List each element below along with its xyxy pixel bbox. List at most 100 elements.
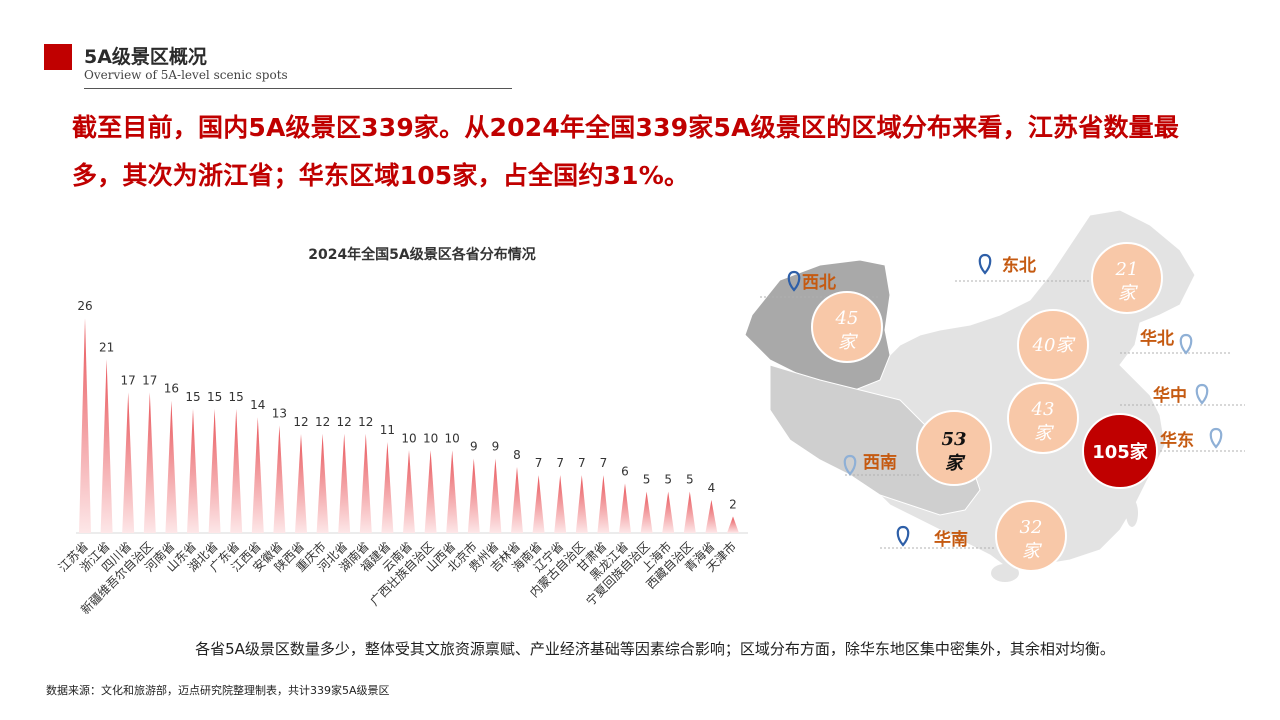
bar-value-label: 7 xyxy=(535,456,543,470)
region-name-label: 华北 xyxy=(1140,328,1174,349)
page-subtitle: Overview of 5A-level scenic spots xyxy=(84,68,288,82)
bar-value-label: 7 xyxy=(578,456,586,470)
bar-吉林省 xyxy=(511,466,523,533)
bar-陕西省 xyxy=(295,433,307,533)
bar-value-label: 12 xyxy=(337,415,352,429)
bar-福建省 xyxy=(381,442,394,533)
region-count: 32 xyxy=(1020,517,1043,538)
bar-新疆维吾尔自治区 xyxy=(143,392,156,533)
bar-重庆市 xyxy=(316,433,329,533)
region-name-label: 东北 xyxy=(1002,255,1036,276)
island-hainan xyxy=(991,564,1019,582)
headline-text: 截至目前，国内5A级景区339家。从2024年全国339家5A级景区的区域分布来… xyxy=(72,113,1180,190)
bar-value-label: 12 xyxy=(358,415,373,429)
location-pin-icon xyxy=(1209,427,1223,449)
bar-value-label: 15 xyxy=(229,390,244,404)
bar-贵州省 xyxy=(489,458,502,533)
bar-湖南省 xyxy=(359,433,372,533)
bar-value-label: 7 xyxy=(600,456,608,470)
region-bubble xyxy=(1091,242,1163,314)
region-bubble xyxy=(916,410,992,486)
region-unit: 家 xyxy=(838,332,858,353)
location-pin-icon xyxy=(843,454,857,476)
source-note: 数据来源：文化和旅游部，迈点研究院整理制表，共计339家5A级景区 xyxy=(46,684,390,697)
bar-value-label: 21 xyxy=(99,340,114,354)
bar-内蒙古自治区 xyxy=(575,475,588,533)
title-divider xyxy=(84,88,512,89)
province-bar-chart: 26江苏省21浙江省17四川省17新疆维吾尔自治区16河南省15山东省15湖北省… xyxy=(56,299,748,617)
bar-安徽省 xyxy=(273,425,286,533)
bar-上海市 xyxy=(662,491,675,533)
page-title: 5A级景区概况 xyxy=(84,46,207,68)
bar-value-label: 10 xyxy=(401,431,416,445)
region-name-label: 华东 xyxy=(1160,430,1194,451)
region-name-label: 华南 xyxy=(934,529,968,550)
bar-value-label: 17 xyxy=(121,373,136,387)
footnote-text: 各省5A级景区数量多少，整体受其文旅资源禀赋、产业经济基础等因素综合影响；区域分… xyxy=(195,640,1115,658)
region-name-label: 西北 xyxy=(802,273,836,293)
bar-四川省 xyxy=(122,392,135,533)
region-bubble xyxy=(1017,309,1089,381)
region-unit: 家 xyxy=(945,453,966,474)
bar-value-label: 8 xyxy=(513,448,521,462)
bar-江苏省 xyxy=(79,318,91,533)
bar-河南省 xyxy=(165,400,178,533)
region-name-label: 西南 xyxy=(863,452,897,473)
bar-浙江省 xyxy=(100,359,113,533)
bar-value-label: 14 xyxy=(250,398,265,412)
bar-北京市 xyxy=(467,458,480,533)
bar-value-label: 10 xyxy=(423,431,438,445)
bar-value-label: 12 xyxy=(315,415,330,429)
bar-value-label: 15 xyxy=(185,390,200,404)
region-count: 105家 xyxy=(1092,441,1149,463)
bar-value-label: 4 xyxy=(708,481,716,495)
title-accent-square xyxy=(44,44,72,70)
bar-value-label: 2 xyxy=(729,497,737,511)
region-bubble xyxy=(995,500,1067,572)
region-西北: 45 家 西北 xyxy=(760,270,883,363)
region-count: 21 xyxy=(1115,259,1139,280)
region-name-label: 华中 xyxy=(1153,385,1187,406)
bar-value-label: 7 xyxy=(556,456,564,470)
region-华中: 43 家 华中 xyxy=(1007,382,1245,454)
location-pin-icon xyxy=(978,253,992,275)
bar-value-label: 26 xyxy=(77,299,92,313)
location-pin-icon xyxy=(787,270,801,292)
region-unit: 家 xyxy=(1022,541,1042,562)
location-pin-icon xyxy=(1179,333,1193,355)
region-unit: 家 xyxy=(1118,283,1138,304)
bar-value-label: 17 xyxy=(142,373,157,387)
bar-value-label: 5 xyxy=(643,473,651,487)
bar-天津市 xyxy=(727,516,739,533)
bar-辽宁省 xyxy=(554,475,567,533)
region-count: 45 xyxy=(835,308,859,329)
region-东北: 21 家 东北 xyxy=(955,242,1163,314)
bar-山西省 xyxy=(446,450,459,533)
bar-江西省 xyxy=(251,417,264,533)
bar-value-label: 10 xyxy=(445,431,460,445)
region-count: 53 xyxy=(941,429,966,450)
region-unit: 家 xyxy=(1034,423,1054,444)
location-pin-icon xyxy=(896,525,910,547)
bar-value-label: 6 xyxy=(621,464,629,478)
bar-宁夏回族自治区 xyxy=(640,491,653,533)
bar-黑龙江省 xyxy=(619,483,631,533)
region-bubble xyxy=(1007,382,1079,454)
chart-title: 2024年全国5A级景区各省分布情况 xyxy=(308,247,536,263)
bar-value-label: 12 xyxy=(293,415,308,429)
bar-value-label: 5 xyxy=(664,473,672,487)
region-华南: 32 家 华南 xyxy=(880,500,1067,572)
bar-value-label: 15 xyxy=(207,390,222,404)
bar-value-label: 9 xyxy=(470,440,478,454)
map-shape-southwest xyxy=(769,364,981,516)
bar-value-label: 5 xyxy=(686,473,694,487)
island-taiwan xyxy=(1126,499,1138,527)
location-pin-icon xyxy=(1195,383,1209,405)
bar-山东省 xyxy=(187,408,199,533)
bar-value-label: 9 xyxy=(492,440,500,454)
bar-河北省 xyxy=(338,433,351,533)
region-bubble xyxy=(1082,413,1158,489)
bar-广西壮族自治区 xyxy=(424,450,437,533)
